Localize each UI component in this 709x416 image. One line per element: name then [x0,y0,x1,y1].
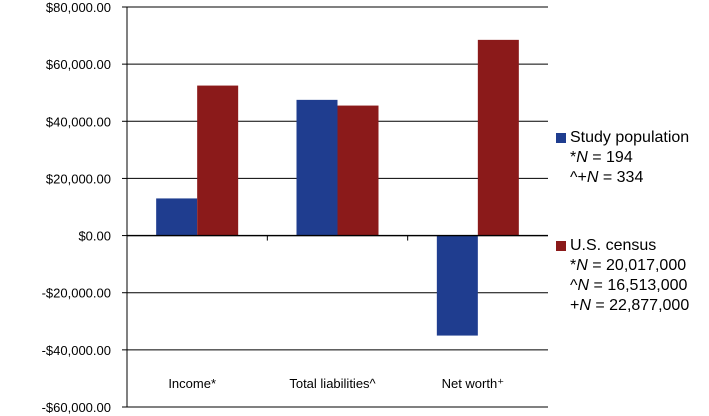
axes [122,6,548,408]
category-label: Income* [168,376,216,391]
bar-study-population-1 [296,99,338,236]
bar-u-s-census-0 [197,85,239,236]
y-tick-label: $0.00 [78,229,111,244]
y-tick-label: $60,000.00 [46,57,111,72]
legend-swatch-us-census [556,241,566,251]
category-label: Total liabilities^ [289,376,376,391]
y-axis-tick-labels: $80,000.00 $60,000.00 $40,000.00 $20,000.00… [42,0,111,415]
y-tick-label: $20,000.00 [46,171,111,186]
y-tick-label: $80,000.00 [46,0,111,15]
legend-us-census: U.S. census *N = 20,017,000 ^N = 16,513,… [556,236,689,316]
category-labels: Income* Total liabilities^ Net worth⁺ [168,376,504,391]
legend-note: *N = 194 [570,149,633,166]
legend-label-study-population: Study population [570,129,690,146]
bars [156,39,519,336]
y-tick-label: -$40,000.00 [42,343,111,358]
bar-u-s-census-2 [477,39,519,236]
legend-note: *N = 20,017,000 [570,257,687,274]
legend-swatch-study-population [556,133,566,143]
y-tick-label: -$60,000.00 [42,400,111,415]
bar-study-population-0 [156,198,198,236]
y-tick-label: $40,000.00 [46,114,111,129]
legend-note: ^N = 16,513,000 [570,277,688,294]
legend-label-us-census: U.S. census [570,237,657,254]
bar-u-s-census-1 [337,105,379,236]
legend-study-population: Study population *N = 194 ^+N = 334 [556,128,689,188]
bar-study-population-2 [436,235,478,336]
category-label: Net worth⁺ [442,376,505,391]
legend-note: ^+N = 334 [570,169,644,186]
legend-note: +N = 22,877,000 [570,297,690,314]
y-tick-label: -$20,000.00 [42,286,111,301]
